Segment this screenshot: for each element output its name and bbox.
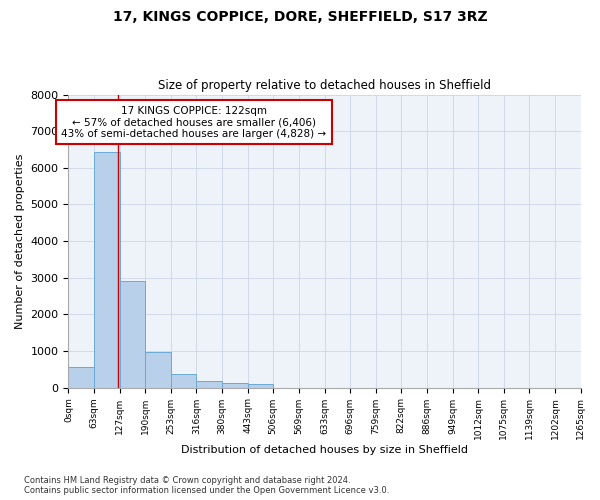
Bar bbox=[68, 367, 94, 388]
Text: 17, KINGS COPPICE, DORE, SHEFFIELD, S17 3RZ: 17, KINGS COPPICE, DORE, SHEFFIELD, S17 … bbox=[113, 10, 487, 24]
Bar bbox=[120, 280, 145, 388]
Bar bbox=[248, 384, 273, 388]
Bar bbox=[196, 381, 222, 388]
X-axis label: Distribution of detached houses by size in Sheffield: Distribution of detached houses by size … bbox=[181, 445, 468, 455]
Bar bbox=[145, 352, 171, 388]
Text: 17 KINGS COPPICE: 122sqm
← 57% of detached houses are smaller (6,406)
43% of sem: 17 KINGS COPPICE: 122sqm ← 57% of detach… bbox=[61, 106, 326, 138]
Bar bbox=[222, 383, 248, 388]
Bar bbox=[94, 152, 120, 388]
Bar bbox=[171, 374, 196, 388]
Title: Size of property relative to detached houses in Sheffield: Size of property relative to detached ho… bbox=[158, 79, 491, 92]
Text: Contains HM Land Registry data © Crown copyright and database right 2024.
Contai: Contains HM Land Registry data © Crown c… bbox=[24, 476, 389, 495]
Y-axis label: Number of detached properties: Number of detached properties bbox=[15, 154, 25, 329]
